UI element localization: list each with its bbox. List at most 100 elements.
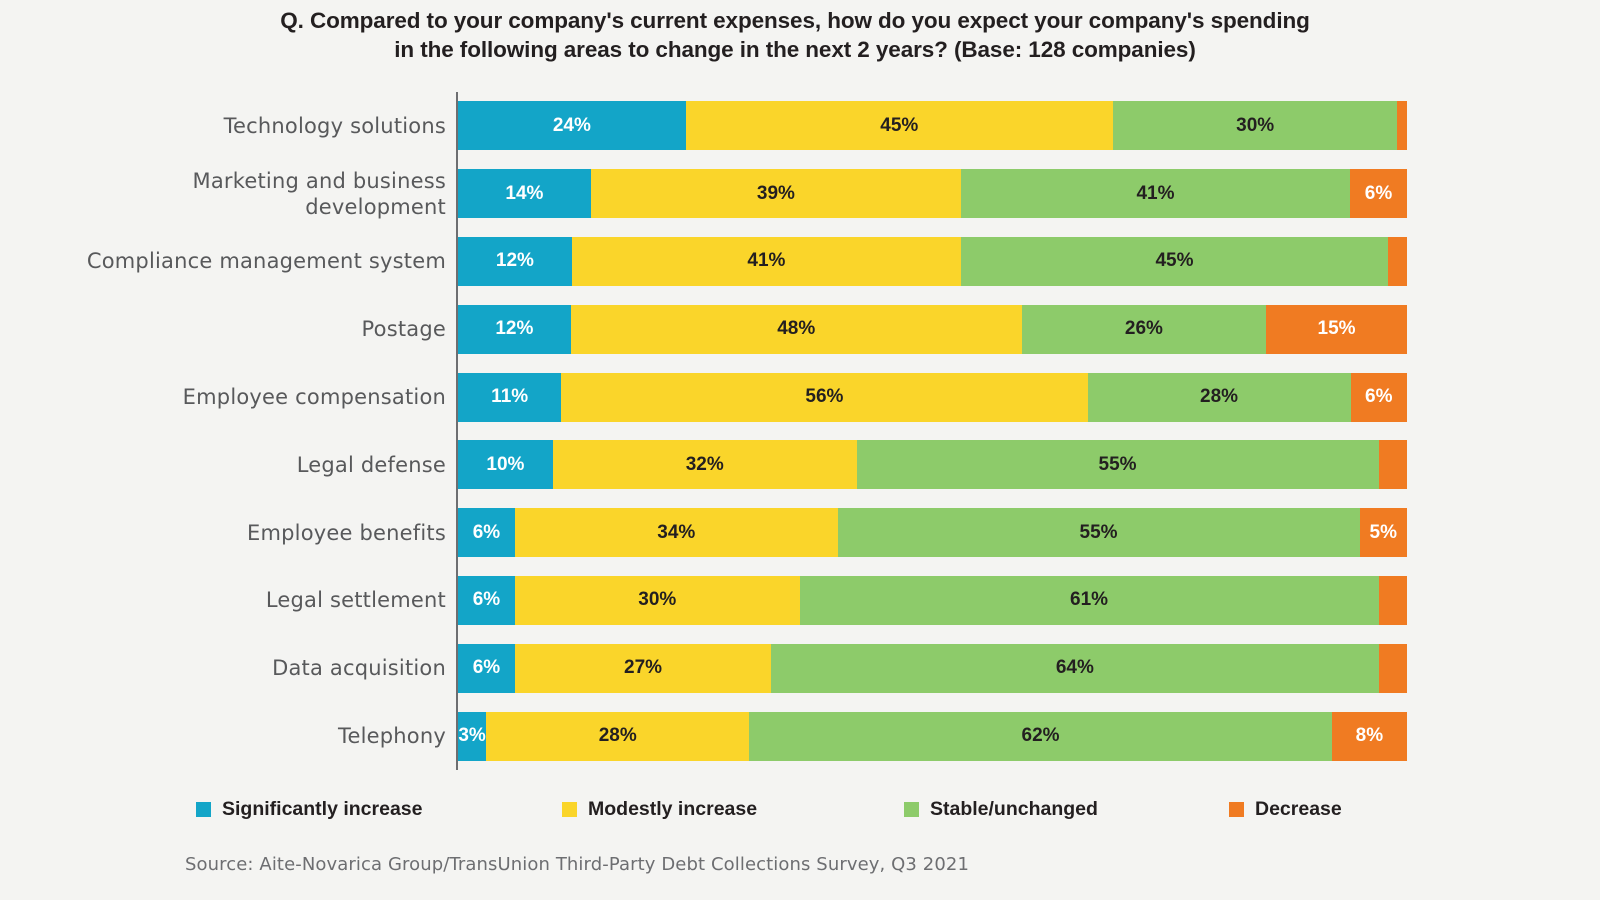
- bar-segment-stable-unchanged[interactable]: 61%: [799, 575, 1379, 625]
- category-label: Marketing and business development: [192, 168, 446, 219]
- chart-row: Legal settlement 6% 30% 61% 3%: [0, 567, 1600, 635]
- bar-segment-stable-unchanged[interactable]: 28%: [1087, 372, 1351, 422]
- segment-value-label: 56%: [805, 386, 844, 408]
- bar-segment-modestly-increase[interactable]: 30%: [514, 575, 800, 625]
- bar-segment-significantly-increase[interactable]: 10%: [458, 440, 553, 490]
- stacked-bar-chart: Technology solutions 24% 45% 30% 1% Marketing…: [0, 92, 1600, 782]
- bar-segment-stable-unchanged[interactable]: 30%: [1112, 101, 1398, 151]
- bar-segment-decrease[interactable]: 3%: [1378, 643, 1407, 693]
- bar-segment-significantly-increase[interactable]: 6%: [458, 508, 515, 558]
- bar-segment-modestly-increase[interactable]: 56%: [561, 372, 1088, 422]
- chart-row: Telephony 3% 28% 62% 8%: [0, 702, 1600, 770]
- chart-row: Postage 12% 48% 26% 15%: [0, 295, 1600, 363]
- stacked-bar: 6% 30% 61% 3%: [458, 575, 1407, 625]
- legend-item[interactable]: Stable/unchanged: [904, 798, 1098, 821]
- legend-item-label: Significantly increase: [222, 798, 423, 820]
- category-label: Compliance management system: [86, 249, 446, 274]
- segment-value-label: 45%: [1155, 250, 1194, 272]
- stacked-bar: 14% 39% 41% 6%: [458, 169, 1407, 219]
- segment-value-label: 45%: [880, 114, 919, 136]
- segment-value-label: 5%: [1369, 521, 1397, 543]
- category-label: Data acquisition: [272, 656, 446, 681]
- bar-segment-significantly-increase[interactable]: 12%: [458, 304, 571, 354]
- chart-row: Legal defense 10% 32% 55% 3%: [0, 431, 1600, 499]
- segment-value-label: 6%: [472, 589, 501, 611]
- bar-segment-modestly-increase[interactable]: 27%: [514, 643, 772, 693]
- bar-segment-significantly-increase[interactable]: 11%: [458, 372, 562, 422]
- bar-segment-stable-unchanged[interactable]: 62%: [749, 711, 1332, 761]
- legend-swatch-significantly-increase: [196, 802, 211, 817]
- bar-segment-decrease[interactable]: 1%: [1397, 101, 1407, 151]
- legend-item-label: Stable/unchanged: [930, 798, 1098, 820]
- chart-row: Data acquisition 6% 27% 64% 3%: [0, 634, 1600, 702]
- bar-segment-modestly-increase[interactable]: 28%: [486, 711, 750, 761]
- segment-value-label: 39%: [756, 182, 795, 204]
- bar-segment-modestly-increase[interactable]: 41%: [571, 236, 961, 286]
- page-title: Q. Compared to your company's current ex…: [150, 6, 1440, 64]
- bar-segment-decrease[interactable]: 2%: [1388, 236, 1407, 286]
- page-title-line-1: Q. Compared to your company's current ex…: [280, 8, 1310, 33]
- segment-value-label: 27%: [624, 657, 663, 679]
- segment-value-label: 8%: [1355, 725, 1384, 747]
- bar-segment-significantly-increase[interactable]: 3%: [458, 711, 487, 761]
- bar-segment-decrease[interactable]: 6%: [1350, 372, 1407, 422]
- bar-segment-stable-unchanged[interactable]: 45%: [960, 236, 1388, 286]
- category-label: Legal defense: [296, 452, 446, 477]
- segment-value-label: 34%: [657, 521, 696, 543]
- bar-segment-stable-unchanged[interactable]: 64%: [771, 643, 1379, 693]
- bar-segment-decrease[interactable]: 8%: [1331, 711, 1407, 761]
- legend-item[interactable]: Significantly increase: [196, 798, 423, 821]
- segment-value-label: 28%: [1200, 386, 1239, 408]
- segment-value-label: 12%: [495, 318, 534, 340]
- bar-segment-modestly-increase[interactable]: 48%: [570, 304, 1022, 354]
- page-title-line-2: in the following areas to change in the …: [394, 37, 1196, 62]
- legend-item[interactable]: Modestly increase: [562, 798, 757, 821]
- category-label: Employee compensation: [182, 385, 446, 410]
- chart-row: Compliance management system 12% 41% 45% 2%: [0, 228, 1600, 296]
- bar-segment-significantly-increase[interactable]: 14%: [458, 169, 591, 219]
- segment-value-label: 3%: [458, 725, 486, 747]
- bar-segment-modestly-increase[interactable]: 34%: [514, 508, 838, 558]
- legend-swatch-stable-unchanged: [904, 802, 919, 817]
- bar-segment-stable-unchanged[interactable]: 41%: [960, 169, 1351, 219]
- segment-value-label: 62%: [1021, 725, 1060, 747]
- segment-value-label: 10%: [486, 453, 525, 475]
- segment-value-label: 41%: [1136, 182, 1175, 204]
- bar-segment-stable-unchanged[interactable]: 55%: [837, 508, 1360, 558]
- bar-segment-decrease[interactable]: 15%: [1266, 304, 1407, 354]
- legend-swatch-modestly-increase: [562, 802, 577, 817]
- bar-segment-significantly-increase[interactable]: 6%: [458, 575, 515, 625]
- segment-value-label: 30%: [1236, 114, 1275, 136]
- segment-value-label: 32%: [685, 453, 724, 475]
- legend-item-label: Decrease: [1255, 798, 1342, 820]
- bar-segment-decrease[interactable]: 6%: [1350, 169, 1407, 219]
- stacked-bar: 6% 34% 55% 5%: [458, 508, 1407, 558]
- bar-segment-modestly-increase[interactable]: 45%: [685, 101, 1113, 151]
- bar-segment-stable-unchanged[interactable]: 26%: [1021, 304, 1267, 354]
- segment-value-label: 6%: [1364, 182, 1393, 204]
- bar-segment-decrease[interactable]: 5%: [1359, 508, 1407, 558]
- segment-value-label: 14%: [505, 182, 544, 204]
- bar-segment-significantly-increase[interactable]: 6%: [458, 643, 515, 693]
- stacked-bar: 12% 41% 45% 2%: [458, 236, 1407, 286]
- bar-segment-stable-unchanged[interactable]: 55%: [856, 440, 1379, 490]
- chart-rows: Technology solutions 24% 45% 30% 1% Marketing…: [0, 92, 1600, 770]
- bar-segment-modestly-increase[interactable]: 32%: [552, 440, 857, 490]
- stacked-bar: 3% 28% 62% 8%: [458, 711, 1407, 761]
- chart-row: Employee benefits 6% 34% 55% 5%: [0, 499, 1600, 567]
- bar-segment-significantly-increase[interactable]: 24%: [458, 101, 686, 151]
- bar-segment-significantly-increase[interactable]: 12%: [458, 236, 572, 286]
- segment-value-label: 30%: [638, 589, 677, 611]
- category-label: Legal settlement: [265, 588, 446, 613]
- bar-segment-decrease[interactable]: 3%: [1378, 575, 1407, 625]
- segment-value-label: 41%: [747, 250, 786, 272]
- category-label: Employee benefits: [247, 520, 446, 545]
- stacked-bar: 6% 27% 64% 3%: [458, 643, 1407, 693]
- bar-segment-modestly-increase[interactable]: 39%: [590, 169, 961, 219]
- segment-value-label: 48%: [777, 318, 816, 340]
- segment-value-label: 28%: [598, 725, 637, 747]
- segment-value-label: 6%: [472, 657, 501, 679]
- legend-item[interactable]: Decrease: [1229, 798, 1342, 821]
- bar-segment-decrease[interactable]: 3%: [1378, 440, 1407, 490]
- segment-value-label: 55%: [1079, 521, 1118, 543]
